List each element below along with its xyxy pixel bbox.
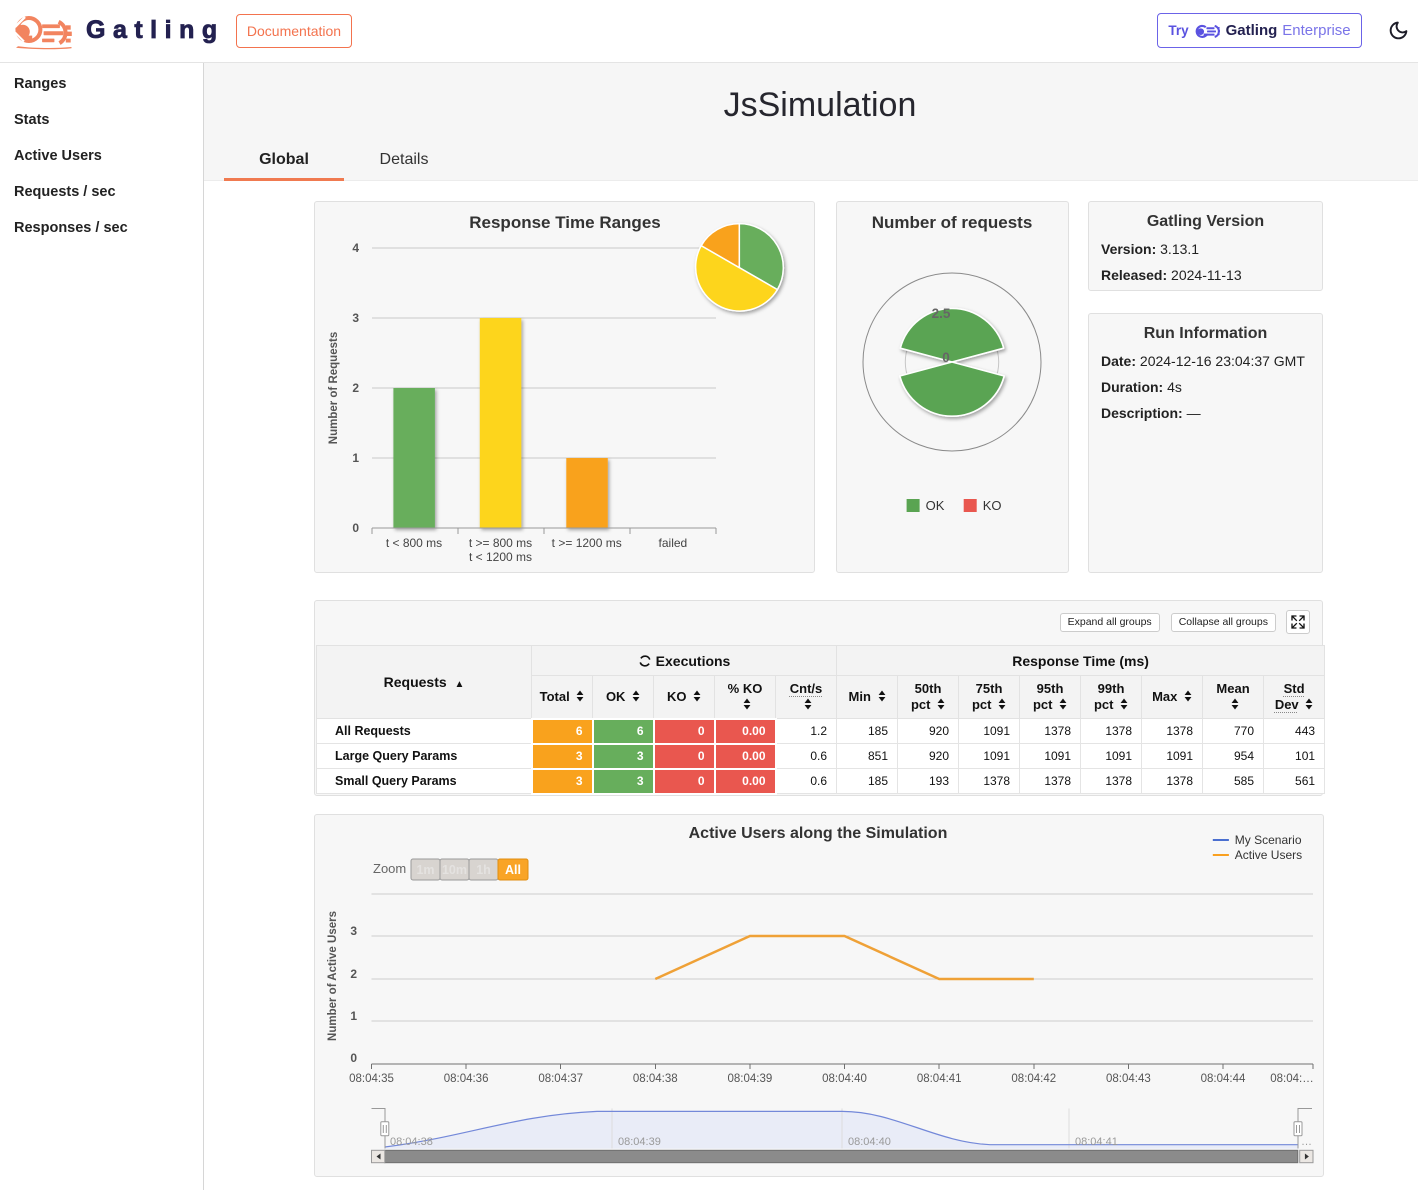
svg-text:t >= 1200 ms: t >= 1200 ms <box>552 536 622 550</box>
svg-text:08:04:44: 08:04:44 <box>1201 1073 1246 1085</box>
svg-text:10m: 10m <box>442 863 467 877</box>
svg-text:Active Users along the Simulat: Active Users along the Simulation <box>689 825 948 842</box>
svg-text:08:04:40: 08:04:40 <box>822 1073 867 1085</box>
svg-text:0: 0 <box>350 1051 357 1065</box>
svg-text:08:04:36: 08:04:36 <box>444 1073 489 1085</box>
svg-text:0: 0 <box>352 521 359 535</box>
svg-text:2: 2 <box>350 967 357 981</box>
svg-text:08:04:38: 08:04:38 <box>633 1073 678 1085</box>
svg-text:Zoom: Zoom <box>373 861 406 876</box>
svg-text:All: All <box>505 863 521 877</box>
svg-text:1m: 1m <box>416 863 434 877</box>
svg-text:Number of Active Users: Number of Active Users <box>327 911 339 1041</box>
svg-text:08:04:35: 08:04:35 <box>349 1073 394 1085</box>
svg-text:3: 3 <box>352 311 359 325</box>
svg-text:Number of Requests: Number of Requests <box>328 332 340 444</box>
svg-text:failed: failed <box>659 536 688 550</box>
svg-text:t < 1200 ms: t < 1200 ms <box>469 550 532 564</box>
svg-text:1h: 1h <box>476 863 491 877</box>
svg-text:My Scenario: My Scenario <box>1235 833 1302 847</box>
svg-text:08:04:42: 08:04:42 <box>1011 1073 1056 1085</box>
svg-text:t < 800 ms: t < 800 ms <box>386 536 442 550</box>
svg-text:t >= 800 ms: t >= 800 ms <box>469 536 532 550</box>
svg-text:1: 1 <box>352 451 359 465</box>
svg-text:Active Users: Active Users <box>1235 848 1302 862</box>
svg-text:OK: OK <box>926 498 945 513</box>
svg-text:4: 4 <box>352 241 359 255</box>
svg-text:0: 0 <box>942 350 950 365</box>
svg-text:2.5: 2.5 <box>932 306 951 321</box>
svg-text:Number of requests: Number of requests <box>872 213 1033 232</box>
svg-text:KO: KO <box>983 498 1002 513</box>
svg-text:08:04:41: 08:04:41 <box>1075 1136 1118 1148</box>
svg-text:Response Time Ranges: Response Time Ranges <box>469 213 660 232</box>
svg-text:08:04:38: 08:04:38 <box>390 1136 433 1148</box>
svg-text:08:04:40: 08:04:40 <box>848 1136 891 1148</box>
svg-text:08:04:43: 08:04:43 <box>1106 1073 1151 1085</box>
svg-text:08:04:…: 08:04:… <box>1270 1073 1313 1085</box>
svg-text:…: … <box>1301 1136 1312 1148</box>
svg-text:08:04:41: 08:04:41 <box>917 1073 962 1085</box>
svg-text:1: 1 <box>350 1009 357 1023</box>
svg-text:08:04:39: 08:04:39 <box>728 1073 773 1085</box>
svg-text:08:04:37: 08:04:37 <box>538 1073 583 1085</box>
svg-text:2: 2 <box>352 381 359 395</box>
svg-text:08:04:39: 08:04:39 <box>618 1136 661 1148</box>
svg-text:3: 3 <box>350 924 357 938</box>
